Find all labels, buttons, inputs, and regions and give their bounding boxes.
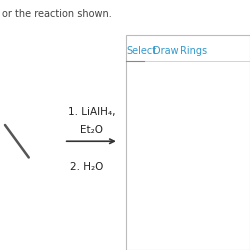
Text: Et₂O: Et₂O bbox=[80, 125, 103, 135]
Text: 2. H₂O: 2. H₂O bbox=[70, 162, 103, 172]
Text: or the reaction shown.: or the reaction shown. bbox=[2, 9, 112, 19]
Text: Rings: Rings bbox=[180, 46, 207, 56]
Text: 1. LiAlH₄,: 1. LiAlH₄, bbox=[68, 108, 115, 118]
Text: Select: Select bbox=[126, 46, 156, 56]
Bar bbox=[126, 35, 250, 250]
Text: Draw: Draw bbox=[154, 46, 179, 56]
